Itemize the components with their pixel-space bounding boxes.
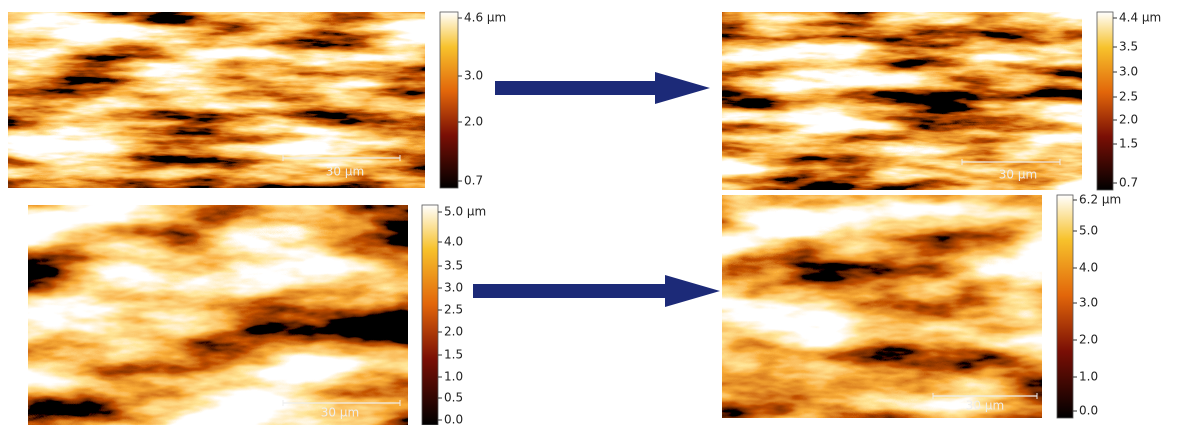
scale-bar-label: 30 µm — [999, 168, 1037, 182]
afm-image — [7, 11, 426, 189]
colorbar-label: 0.0 — [444, 413, 463, 425]
colorbar-label: 3.5 — [444, 259, 463, 273]
colorbar-label: 4.6 µm — [464, 11, 506, 25]
colorbar-label: 4.0 — [444, 235, 463, 249]
colorbar-label: 2.0 — [444, 325, 463, 339]
arrow — [473, 275, 720, 307]
colorbar-label: 3.0 — [444, 281, 463, 295]
colorbar-label: 3.0 — [1119, 65, 1138, 79]
colorbar-label: 1.0 — [444, 370, 463, 384]
colorbar-label: 3.0 — [1079, 296, 1098, 310]
scale-bar-label: 30 µm — [321, 406, 359, 420]
colorbar-label: 5.0 µm — [444, 205, 486, 219]
colorbar-label: 2.5 — [1119, 90, 1138, 104]
scale-bar-label: 30 µm — [966, 399, 1004, 413]
afm-image — [721, 194, 1043, 419]
colorbar-label: 1.5 — [1119, 137, 1138, 151]
scale-bar-label: 30 µm — [326, 165, 364, 179]
colorbar-label: 0.7 — [1119, 176, 1138, 190]
colorbar-label: 2.0 — [1079, 333, 1098, 347]
colorbar-label: 2.5 — [444, 303, 463, 317]
colorbar-label: 4.4 µm — [1119, 11, 1161, 25]
colorbar-label: 0.5 — [444, 391, 463, 405]
colorbar-label: 3.0 — [464, 69, 483, 83]
colorbar — [1096, 11, 1114, 191]
colorbar-label: 0.0 — [1079, 404, 1098, 418]
colorbar — [421, 204, 439, 425]
colorbar-label: 6.2 µm — [1079, 193, 1121, 207]
colorbar-label: 0.7 — [464, 174, 483, 188]
arrows — [473, 72, 720, 307]
colorbar — [439, 11, 459, 189]
colorbar-label: 2.0 — [1119, 113, 1138, 127]
colorbar-label: 5.0 — [1079, 224, 1098, 238]
afm-image — [27, 204, 409, 425]
colorbar — [1056, 194, 1074, 419]
colorbar-label: 1.0 — [1079, 370, 1098, 384]
colorbar-label: 4.0 — [1079, 261, 1098, 275]
arrow — [495, 72, 710, 104]
colorbar-label: 1.5 — [444, 348, 463, 362]
colorbar-label: 3.5 — [1119, 40, 1138, 54]
colorbar-label: 2.0 — [464, 115, 483, 129]
afm-image — [721, 11, 1083, 191]
